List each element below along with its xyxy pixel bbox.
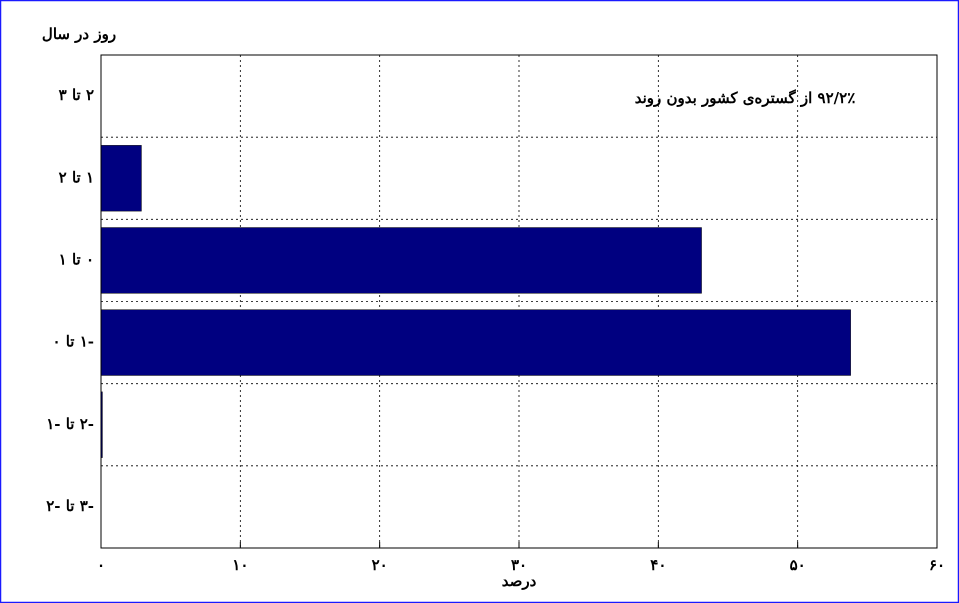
x-tick-label: ۰: [97, 556, 105, 574]
plot-border: [100, 54, 938, 549]
annotation: ۹۲/۲٪ از گستره‌ی کشور بدون روند: [635, 89, 856, 107]
bar: [100, 309, 851, 376]
x-tick-label: ۴۰: [650, 556, 666, 574]
y-tick-label: ۱ تا ۲: [59, 168, 94, 186]
y-tick-label: ۲ تا ۳: [59, 86, 94, 104]
x-tick-label: ۲۰: [372, 556, 388, 574]
y-tick-label: ۰ تا ۱: [59, 250, 94, 268]
y-tick-label: -۳ تا -۲: [46, 497, 94, 515]
x-tick-label: ۱۰: [232, 556, 248, 574]
bar: [100, 145, 142, 212]
bar: [100, 227, 702, 294]
x-tick-label: ۶۰: [929, 556, 945, 574]
y-tick-label: -۱ تا ۰: [52, 333, 94, 351]
y-tick-label: -۲ تا -۱: [46, 415, 94, 433]
x-tick-label: ۵۰: [790, 556, 806, 574]
x-axis-label: درصد: [502, 572, 537, 590]
y-axis-label: روز در سال: [42, 25, 116, 43]
x-tick-label: ۳۰: [511, 556, 527, 574]
